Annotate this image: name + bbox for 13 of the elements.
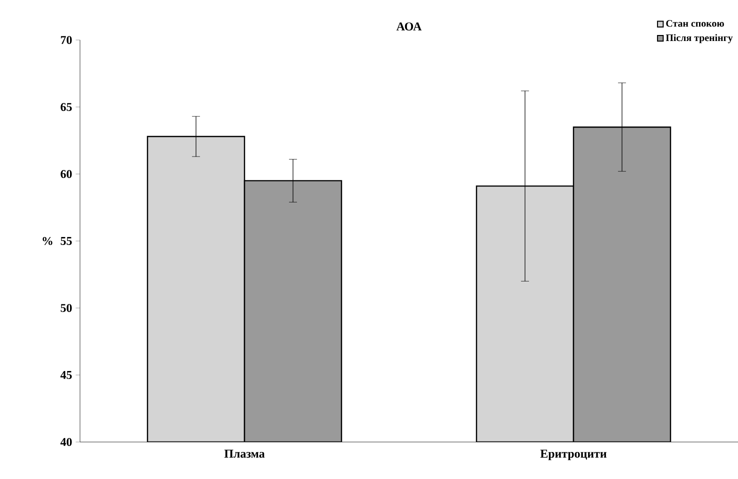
x-tick-label: Еритроцити — [540, 450, 607, 460]
y-tick-label: 50 — [60, 304, 72, 312]
legend-label: Після тренінгу — [666, 34, 733, 44]
y-tick-label: 45 — [60, 371, 72, 379]
legend-label: Стан спокою — [666, 20, 724, 27]
y-tick-label: 65 — [60, 102, 72, 112]
y-tick-label: 70 — [60, 36, 72, 44]
y-tick-label: 40 — [60, 438, 72, 446]
y-tick-label: 55 — [60, 237, 72, 245]
x-tick-label: Плазма — [224, 450, 265, 458]
y-axis-title: % — [42, 236, 52, 246]
y-tick-label: 60 — [60, 170, 72, 178]
chart-title: АОА — [396, 22, 422, 30]
